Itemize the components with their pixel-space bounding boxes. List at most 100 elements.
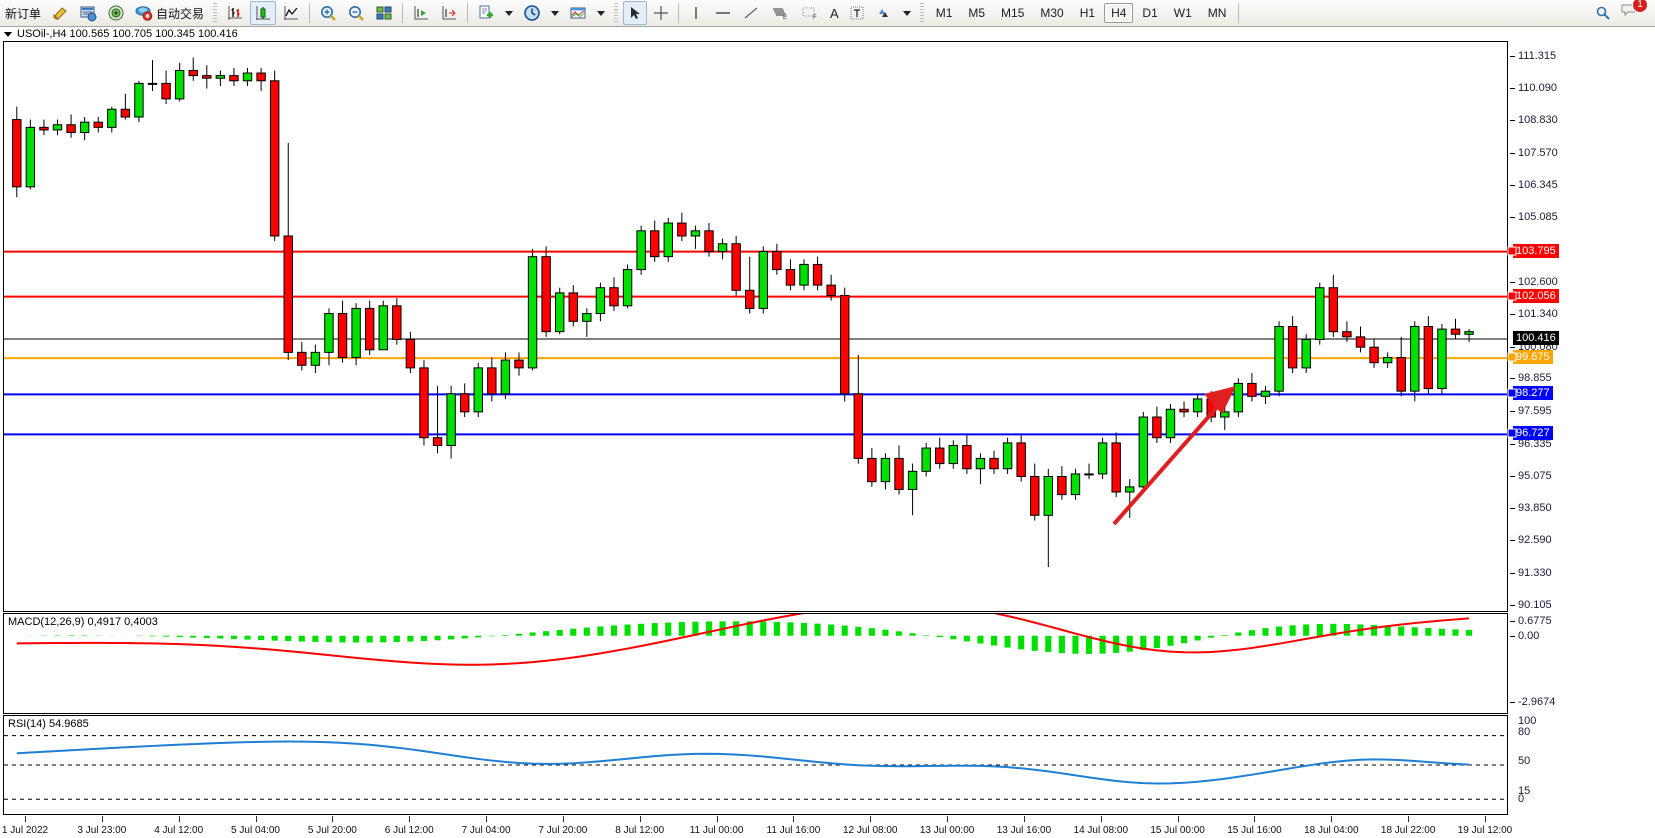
time-axis-label: 13 Jul 16:00: [996, 825, 1052, 836]
time-axis-label: 13 Jul 00:00: [919, 825, 975, 836]
axis-tick: [1510, 120, 1515, 122]
crosshair-icon: [654, 6, 669, 20]
rsi-axis-label: 50: [1518, 755, 1531, 767]
autotrading-button[interactable]: 自动交易: [131, 1, 208, 25]
toolbar-grip-2[interactable]: [614, 3, 619, 23]
tile-windows-button[interactable]: [371, 1, 397, 25]
timeframe-m1[interactable]: M1: [935, 6, 953, 20]
time-tick: [1023, 816, 1025, 822]
period-button[interactable]: [519, 1, 545, 25]
timeframe-m30[interactable]: M30: [1040, 6, 1064, 20]
cursor-button[interactable]: [623, 1, 648, 25]
price-level-handle[interactable]: [1507, 428, 1517, 438]
axis-tick: [1510, 507, 1515, 509]
price-axis-label: 102.600: [1518, 275, 1558, 288]
timeframe-m5[interactable]: M5: [968, 6, 986, 20]
time-tick: [716, 816, 718, 822]
add-indicator-button[interactable]: [473, 1, 499, 25]
svg-text:E: E: [783, 15, 787, 21]
price-level-handle[interactable]: [1507, 246, 1517, 256]
trendline-button[interactable]: [738, 1, 764, 25]
fibo-button[interactable]: E: [766, 1, 794, 25]
timeframe-m15[interactable]: M15: [1001, 6, 1025, 20]
time-tick: [178, 816, 180, 822]
axis-tick: [1510, 410, 1515, 412]
timeframe-w1[interactable]: W1: [1173, 6, 1192, 20]
navigator-icon-button[interactable]: [103, 1, 129, 25]
time-tick: [1100, 816, 1102, 822]
price-chart-svg: [4, 57, 1507, 568]
text-icon: A: [830, 5, 839, 21]
time-tick: [1408, 816, 1410, 822]
bar-chart-button[interactable]: [222, 1, 248, 25]
timeframe-h4[interactable]: H4: [1104, 3, 1134, 23]
price-level-tag-pivot[interactable]: 99.675: [1513, 350, 1553, 365]
candlestick-chart-button[interactable]: [250, 1, 277, 25]
timeframe-d1[interactable]: D1: [1142, 6, 1158, 20]
period-dropdown[interactable]: [547, 1, 563, 25]
scroll-end-button[interactable]: [436, 1, 462, 25]
crosshair-button[interactable]: [649, 1, 673, 25]
time-axis-label: 18 Jul 04:00: [1304, 825, 1359, 836]
toolbar-grip-3[interactable]: [919, 3, 924, 23]
scroll-start-button[interactable]: [408, 1, 434, 25]
vline-button[interactable]: [684, 1, 708, 25]
price-level-tag-resistance[interactable]: 102.056: [1513, 288, 1559, 303]
templates-dropdown[interactable]: [593, 1, 609, 25]
price-axis-label: 110.090: [1518, 81, 1557, 94]
templates-button[interactable]: [565, 1, 591, 25]
time-axis-label: 15 Jul 16:00: [1227, 825, 1282, 836]
hline-button[interactable]: [710, 1, 736, 25]
vline-icon: [695, 7, 697, 19]
search-icon: [1596, 6, 1610, 20]
time-axis-label: 14 Jul 08:00: [1073, 825, 1129, 836]
search-button[interactable]: [1591, 1, 1615, 25]
toolbar-grip[interactable]: [213, 3, 218, 23]
price-level-handle[interactable]: [1507, 291, 1517, 301]
time-axis[interactable]: 1 Jul 2022 3 Jul 23:00 4 Jul 12:00 5 Jul 04…: [2, 816, 1512, 838]
price-axis-label: 106.345: [1518, 178, 1558, 191]
axis-tick: [1510, 702, 1515, 703]
svg-text:F: F: [813, 15, 817, 21]
timeframe-h1[interactable]: H1: [1079, 6, 1096, 20]
price-level-handle[interactable]: [1507, 352, 1517, 362]
price-axis-label: 92.590: [1518, 534, 1552, 547]
price-axis[interactable]: 111.315 110.090 108.830 107.570 106.345 105.0…: [1507, 41, 1655, 820]
zoom-out-button[interactable]: [343, 1, 369, 25]
price-axis-label: 90.105: [1518, 598, 1552, 611]
triangle-down-icon[interactable]: [4, 31, 12, 37]
price-pane[interactable]: [3, 41, 1508, 612]
time-tick: [25, 816, 26, 822]
axis-tick: [1510, 540, 1515, 542]
chart-area[interactable]: MACD(12,26,9) 0,4917 0,4003 RSI(14) 54.9…: [0, 41, 1655, 836]
axis-tick: [1510, 56, 1515, 58]
zoom-in-button[interactable]: [315, 1, 341, 25]
pencil-icon-button[interactable]: [47, 1, 73, 25]
new-order-button[interactable]: 新订单: [1, 1, 45, 25]
scroll-end-icon: [442, 6, 457, 20]
terminal-icon-button[interactable]: [75, 1, 101, 25]
label-button[interactable]: [845, 1, 869, 25]
price-level-tag-support[interactable]: 98.277: [1513, 386, 1553, 401]
shapes-button[interactable]: [871, 1, 897, 25]
zoom-in-icon: [321, 6, 336, 21]
price-level-tag-resistance[interactable]: 103.795: [1513, 243, 1559, 258]
rsi-pane[interactable]: RSI(14) 54.9685: [3, 715, 1508, 815]
price-level-tag-support[interactable]: 96.727: [1513, 426, 1553, 441]
text-button[interactable]: A: [826, 1, 843, 25]
shapes-dropdown[interactable]: [899, 1, 915, 25]
timeframe-mn[interactable]: MN: [1207, 6, 1227, 20]
add-indicator-dropdown[interactable]: [501, 1, 517, 25]
channel-button[interactable]: F: [796, 1, 824, 25]
notification-count: 1: [1632, 0, 1648, 13]
price-level-tag-bid[interactable]: 100.416: [1513, 331, 1559, 346]
toolbar-separator-5: [1238, 3, 1240, 23]
line-chart-button[interactable]: [278, 1, 304, 25]
rsi-axis-label: 100: [1518, 715, 1537, 727]
time-axis-label: 5 Jul 04:00: [231, 825, 280, 836]
time-axis-label: 8 Jul 12:00: [615, 825, 665, 836]
macd-pane[interactable]: MACD(12,26,9) 0,4917 0,4003: [3, 613, 1508, 714]
notification-button[interactable]: 1: [1617, 0, 1648, 25]
time-tick: [1485, 816, 1486, 822]
price-level-handle[interactable]: [1507, 388, 1517, 398]
